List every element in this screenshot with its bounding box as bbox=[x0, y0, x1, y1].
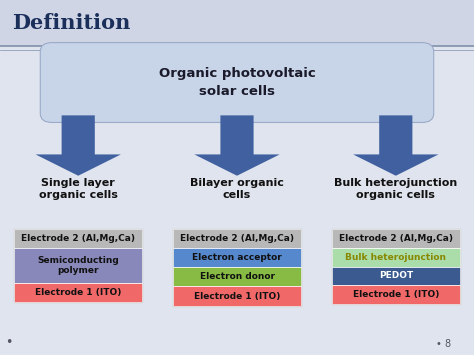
Text: Electrode 1 (ITO): Electrode 1 (ITO) bbox=[353, 290, 439, 299]
Text: Electron acceptor: Electron acceptor bbox=[192, 253, 282, 262]
Text: Definition: Definition bbox=[12, 13, 130, 33]
Bar bbox=[332, 285, 460, 304]
Polygon shape bbox=[36, 115, 121, 176]
Bar bbox=[173, 286, 301, 306]
Bar bbox=[173, 248, 301, 267]
FancyBboxPatch shape bbox=[332, 229, 460, 304]
Bar bbox=[14, 283, 142, 302]
Text: Electrode 2 (Al,Mg,Ca): Electrode 2 (Al,Mg,Ca) bbox=[21, 234, 135, 243]
FancyBboxPatch shape bbox=[14, 229, 142, 302]
Text: Bulk heterojunction: Bulk heterojunction bbox=[345, 253, 447, 262]
FancyBboxPatch shape bbox=[0, 0, 474, 46]
Bar bbox=[173, 229, 301, 248]
Bar bbox=[14, 229, 142, 248]
Text: Electrode 1 (ITO): Electrode 1 (ITO) bbox=[194, 291, 280, 301]
FancyBboxPatch shape bbox=[173, 229, 301, 306]
Bar bbox=[332, 229, 460, 248]
Text: • 8: • 8 bbox=[436, 339, 451, 349]
Text: Semiconducting
polymer: Semiconducting polymer bbox=[37, 256, 119, 275]
Text: Electron donor: Electron donor bbox=[200, 272, 274, 282]
Polygon shape bbox=[353, 115, 438, 176]
Text: Electrode 1 (ITO): Electrode 1 (ITO) bbox=[35, 288, 121, 297]
Text: Electrode 2 (Al,Mg,Ca): Electrode 2 (Al,Mg,Ca) bbox=[180, 234, 294, 243]
Bar bbox=[173, 267, 301, 286]
Text: Bulk heterojunction
organic cells: Bulk heterojunction organic cells bbox=[334, 178, 457, 200]
Text: Bilayer organic
cells: Bilayer organic cells bbox=[190, 178, 284, 200]
Text: Electrode 2 (Al,Mg,Ca): Electrode 2 (Al,Mg,Ca) bbox=[339, 234, 453, 243]
Bar bbox=[332, 248, 460, 267]
Bar bbox=[14, 248, 142, 283]
Text: Single layer
organic cells: Single layer organic cells bbox=[39, 178, 118, 200]
Polygon shape bbox=[194, 115, 280, 176]
Bar bbox=[332, 267, 460, 285]
Text: PEDOT: PEDOT bbox=[379, 272, 413, 280]
FancyBboxPatch shape bbox=[40, 43, 434, 122]
Text: •: • bbox=[5, 335, 12, 349]
Text: Organic photovoltaic
solar cells: Organic photovoltaic solar cells bbox=[159, 67, 315, 98]
